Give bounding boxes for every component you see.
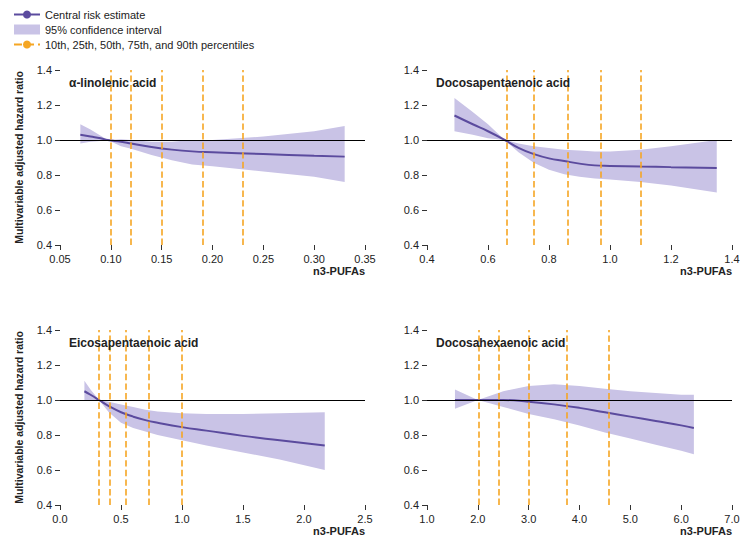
svg-text:0.8: 0.8 [541,253,556,265]
svg-text:3.0: 3.0 [521,513,536,525]
svg-text:0.6: 0.6 [480,253,495,265]
svg-text:0.30: 0.30 [303,253,324,265]
svg-text:1.0: 1.0 [602,253,617,265]
svg-text:n3-PUFAs: n3-PUFAs [680,525,732,537]
svg-text:Docosahexaenoic acid: Docosahexaenoic acid [436,336,565,350]
svg-text:0.5: 0.5 [113,513,128,525]
svg-text:1.0: 1.0 [404,394,419,406]
svg-text:0.6: 0.6 [37,464,52,476]
svg-text:0.6: 0.6 [404,204,419,216]
svg-text:0.8: 0.8 [37,169,52,181]
svg-text:7.0: 7.0 [724,513,739,525]
svg-text:1.4: 1.4 [404,324,419,336]
svg-text:0.8: 0.8 [37,429,52,441]
svg-text:6.0: 6.0 [674,513,689,525]
svg-text:1.0: 1.0 [37,394,52,406]
svg-text:0.0: 0.0 [52,513,67,525]
svg-text:0.6: 0.6 [37,204,52,216]
svg-text:1.2: 1.2 [37,359,52,371]
svg-text:0.15: 0.15 [151,253,172,265]
svg-text:α-linolenic acid: α-linolenic acid [69,76,156,90]
svg-text:0.8: 0.8 [404,429,419,441]
svg-text:4.0: 4.0 [572,513,587,525]
svg-text:1.5: 1.5 [235,513,250,525]
svg-text:0.4: 0.4 [404,239,419,251]
svg-text:2.0: 2.0 [296,513,311,525]
svg-text:10th, 25th, 50th, 75th, and 90: 10th, 25th, 50th, 75th, and 90th percent… [45,39,255,51]
svg-text:1.0: 1.0 [174,513,189,525]
svg-text:1.0: 1.0 [419,513,434,525]
svg-text:0.05: 0.05 [49,253,70,265]
svg-text:0.20: 0.20 [202,253,223,265]
svg-text:1.2: 1.2 [37,99,52,111]
svg-text:1.2: 1.2 [404,99,419,111]
svg-text:2.0: 2.0 [470,513,485,525]
svg-text:0.4: 0.4 [37,239,52,251]
svg-text:1.2: 1.2 [404,359,419,371]
svg-text:0.4: 0.4 [404,499,419,511]
svg-text:95% confidence interval: 95% confidence interval [45,24,162,36]
svg-text:2.5: 2.5 [357,513,372,525]
svg-text:0.35: 0.35 [354,253,375,265]
svg-text:0.8: 0.8 [404,169,419,181]
svg-text:1.0: 1.0 [404,134,419,146]
svg-text:1.0: 1.0 [37,134,52,146]
svg-text:n3-PUFAs: n3-PUFAs [313,525,365,537]
svg-text:n3-PUFAs: n3-PUFAs [680,265,732,277]
svg-text:Multivariable adjusted hazard: Multivariable adjusted hazard ratio [13,71,25,244]
svg-text:0.25: 0.25 [253,253,274,265]
svg-text:1.4: 1.4 [37,64,52,76]
svg-text:Eicosapentaenoic acid: Eicosapentaenoic acid [69,336,198,350]
svg-text:0.10: 0.10 [100,253,121,265]
svg-text:1.4: 1.4 [724,253,739,265]
svg-text:5.0: 5.0 [623,513,638,525]
svg-text:0.6: 0.6 [404,464,419,476]
svg-text:Central risk estimate: Central risk estimate [45,9,145,21]
svg-text:1.4: 1.4 [404,64,419,76]
svg-text:n3-PUFAs: n3-PUFAs [313,265,365,277]
svg-text:0.4: 0.4 [37,499,52,511]
svg-text:0.4: 0.4 [419,253,434,265]
svg-text:1.4: 1.4 [37,324,52,336]
svg-text:1.2: 1.2 [663,253,678,265]
svg-text:Docosapentaenoic acid: Docosapentaenoic acid [436,76,570,90]
svg-text:Multivariable adjusted hazard: Multivariable adjusted hazard ratio [13,331,25,504]
